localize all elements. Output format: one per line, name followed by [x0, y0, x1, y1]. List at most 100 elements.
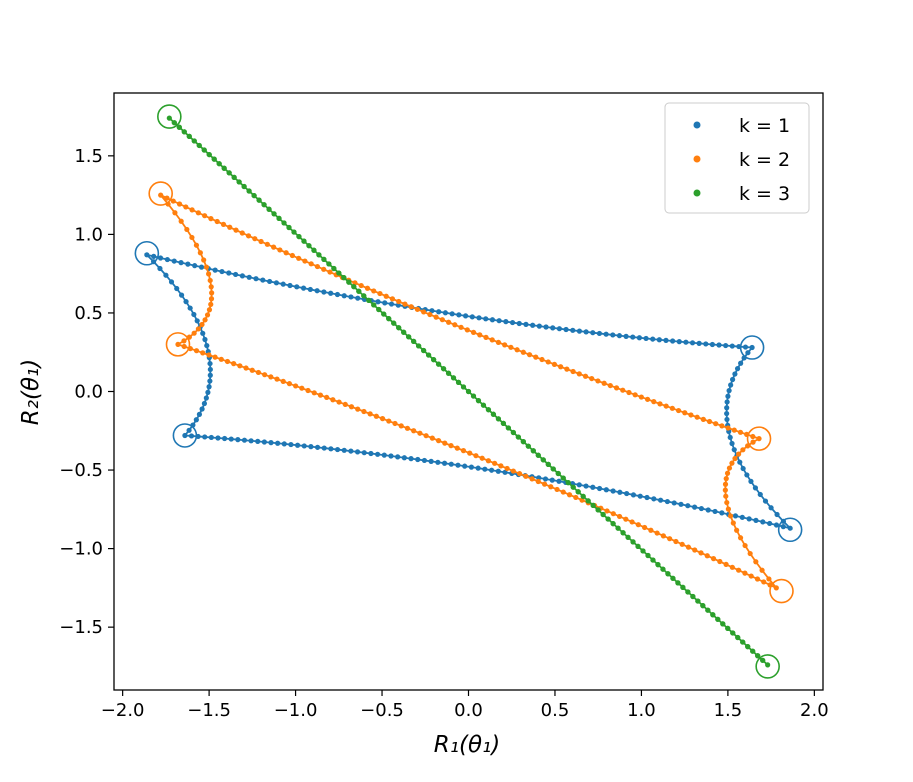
data-point — [629, 519, 635, 525]
data-point — [719, 423, 725, 429]
data-point — [713, 421, 719, 427]
data-point — [455, 462, 461, 468]
data-point — [734, 366, 741, 372]
data-point — [483, 334, 489, 340]
data-point — [428, 458, 434, 464]
data-point — [523, 321, 529, 327]
data-point — [191, 138, 197, 144]
data-point — [683, 339, 689, 345]
data-point — [503, 319, 509, 325]
data-point — [496, 318, 502, 324]
data-point — [710, 556, 717, 562]
data-point — [747, 550, 753, 557]
data-point — [211, 156, 217, 162]
data-point — [208, 296, 215, 302]
data-point — [408, 456, 414, 462]
data-point — [617, 489, 623, 495]
data-point — [440, 366, 447, 372]
data-point — [273, 280, 279, 286]
data-point — [185, 261, 191, 267]
legend-marker — [693, 155, 701, 163]
data-point — [613, 385, 620, 391]
data-point — [386, 316, 392, 322]
data-point — [670, 338, 676, 344]
data-point — [176, 124, 182, 130]
data-point — [286, 381, 293, 387]
data-point — [607, 382, 613, 389]
data-point — [280, 378, 286, 384]
data-point — [742, 542, 748, 549]
data-point — [200, 350, 206, 356]
data-point — [317, 392, 324, 398]
data-point — [435, 438, 442, 444]
data-point — [178, 218, 184, 224]
data-point — [283, 250, 289, 256]
data-point — [182, 432, 188, 439]
data-point — [251, 192, 257, 199]
data-point — [163, 272, 169, 278]
data-point — [261, 202, 267, 208]
data-point — [596, 485, 603, 492]
data-point — [730, 520, 736, 526]
data-point — [671, 500, 677, 506]
data-point — [694, 414, 700, 420]
data-point — [206, 307, 213, 313]
data-point — [460, 448, 467, 454]
data-point — [643, 335, 649, 342]
curves-layer — [134, 104, 803, 679]
data-point — [382, 300, 388, 306]
data-point — [575, 489, 581, 495]
data-point — [590, 330, 596, 336]
data-point — [450, 375, 457, 381]
data-point — [564, 366, 570, 372]
data-point — [664, 498, 670, 505]
data-point — [417, 430, 423, 436]
data-point — [685, 589, 691, 595]
series-2 — [148, 181, 794, 604]
data-point — [388, 453, 394, 459]
data-point — [192, 263, 198, 269]
data-point — [243, 365, 249, 371]
data-point — [504, 465, 510, 472]
data-point — [198, 264, 205, 270]
data-point — [328, 290, 334, 296]
data-point — [314, 288, 320, 294]
data-point — [757, 491, 763, 498]
data-point — [401, 455, 407, 461]
data-point — [195, 210, 201, 216]
data-point — [723, 493, 729, 499]
data-point — [565, 480, 571, 486]
data-point — [767, 520, 773, 527]
data-point — [724, 499, 730, 506]
highlight-circle — [755, 654, 780, 679]
data-point — [203, 395, 209, 401]
data-point — [221, 165, 227, 171]
data-point — [759, 567, 765, 573]
data-point — [207, 360, 213, 367]
data-point — [206, 151, 212, 158]
x-tick-label: −1.5 — [187, 700, 231, 721]
data-point — [495, 468, 501, 474]
data-point — [673, 538, 679, 545]
y-axis-label: R₂(θ₁) — [18, 359, 44, 425]
data-point — [773, 522, 780, 528]
data-point — [729, 460, 735, 466]
data-point — [560, 489, 566, 495]
data-point — [241, 437, 248, 443]
data-point — [245, 233, 252, 239]
data-point — [233, 227, 239, 233]
data-point — [724, 410, 730, 417]
data-point — [533, 354, 539, 360]
data-point — [246, 188, 252, 194]
data-point — [207, 366, 213, 373]
data-point — [226, 270, 232, 276]
data-point — [635, 543, 641, 550]
data-point — [576, 371, 582, 377]
data-point — [679, 541, 685, 547]
x-tick-label: −2.0 — [101, 700, 145, 721]
data-point — [371, 288, 377, 294]
data-point — [650, 557, 656, 563]
data-point — [704, 553, 710, 559]
data-point — [454, 445, 460, 451]
data-point — [202, 213, 208, 219]
